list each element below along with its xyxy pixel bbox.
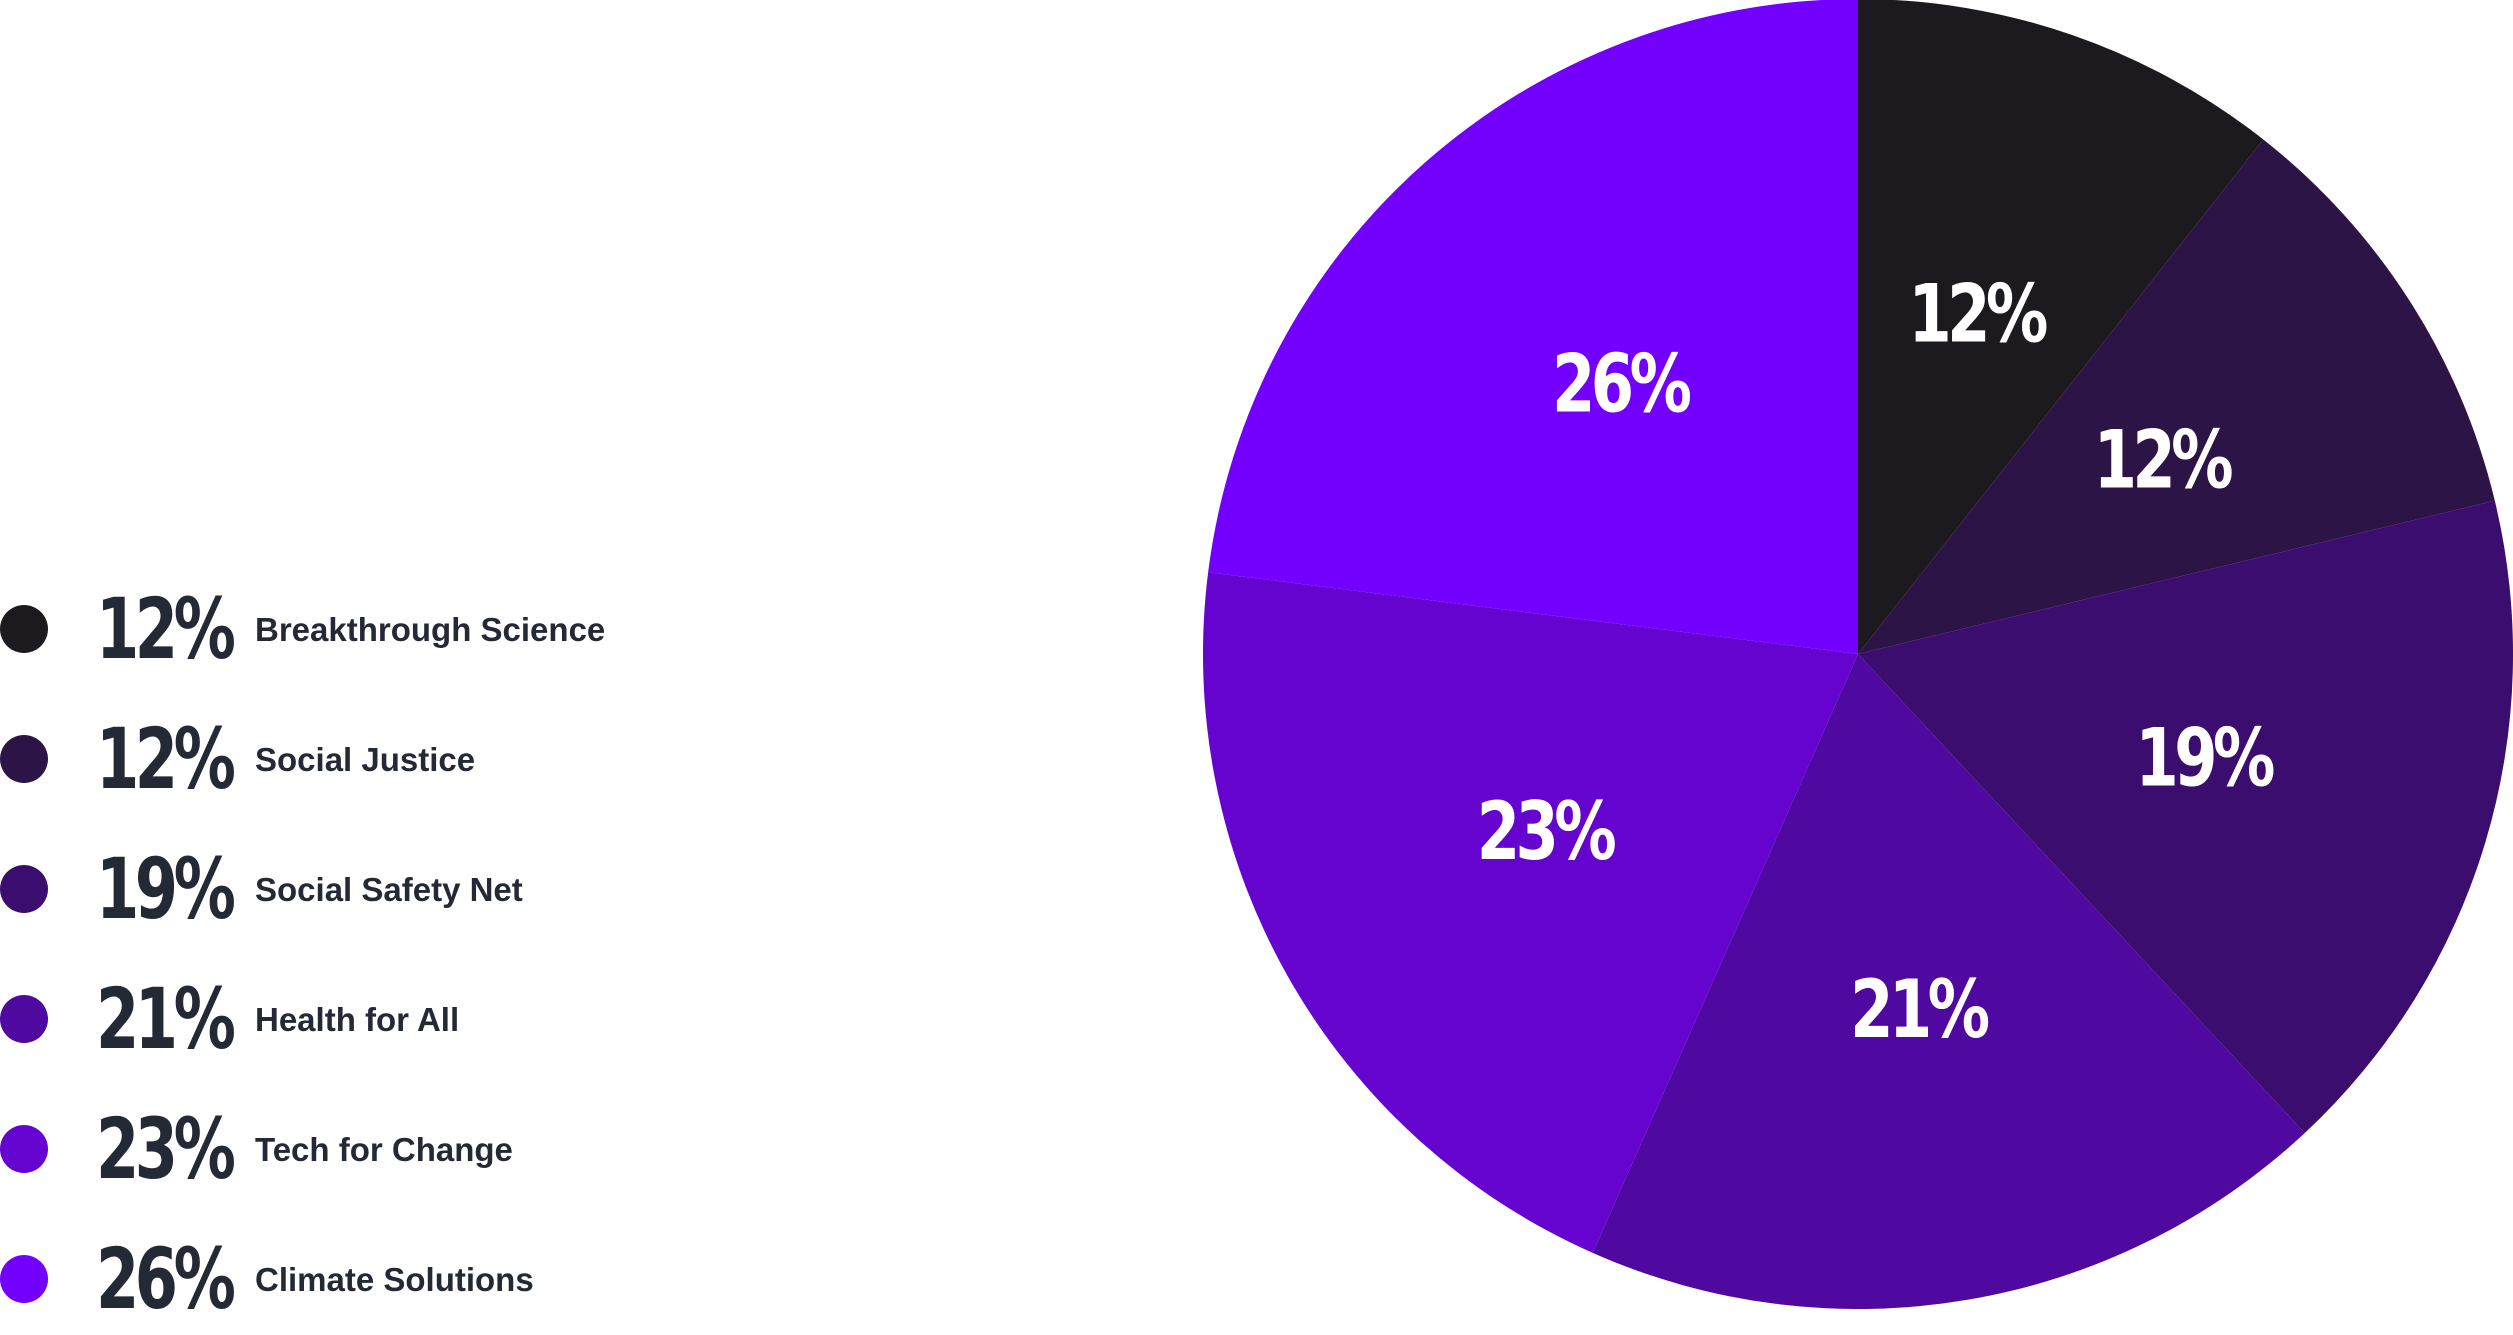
pie-slice-tech-for-change [1203,572,1858,1253]
pie-slice-label: 19% [2135,711,2273,805]
legend-percent: 12% [96,710,236,808]
pie-slice-social-safety-net [1858,500,2513,1133]
pie-slice-label: 12% [2094,413,2232,507]
legend-item-social-safety-net: 19% Social Safety Net [0,835,700,945]
legend-swatch [0,1255,48,1303]
legend-percent: 12% [96,580,236,678]
legend-swatch [0,1125,48,1173]
legend-percent: 19% [96,840,236,938]
legend-label: Climate Solutions [255,1261,534,1298]
legend-swatch [0,995,48,1043]
legend-swatch [0,865,48,913]
pie-slice-label: 12% [1908,267,2046,361]
legend-swatch [0,735,48,783]
pie-slice-climate-solutions [1208,0,1858,654]
legend-swatch [0,605,48,653]
legend-percent: 23% [96,1100,236,1198]
pie-slice-label: 21% [1850,962,1988,1056]
legend-label: Health for All [255,1001,460,1038]
legend-label: Breakthrough Science [255,611,606,648]
legend-item-breakthrough-science: 12% Breakthrough Science [0,575,700,685]
legend-label: Tech for Change [255,1131,513,1168]
legend-percent: 21% [96,970,236,1068]
pie-slice-social-justice [1858,139,2495,655]
legend-item-climate-solutions: 26% Climate Solutions [0,1225,700,1335]
legend-item-health-for-all: 21% Health for All [0,965,700,1075]
legend-item-tech-for-change: 23% Tech for Change [0,1095,700,1205]
legend-item-social-justice: 12% Social Justice [0,705,700,815]
legend-label: Social Safety Net [255,871,523,908]
pie-slice-label: 26% [1552,337,1690,431]
legend-label: Social Justice [255,741,476,778]
pie-slice-label: 23% [1477,784,1615,878]
pie-slice-breakthrough-science [1858,0,2264,654]
pie-slice-health-for-all [1592,654,2305,1309]
